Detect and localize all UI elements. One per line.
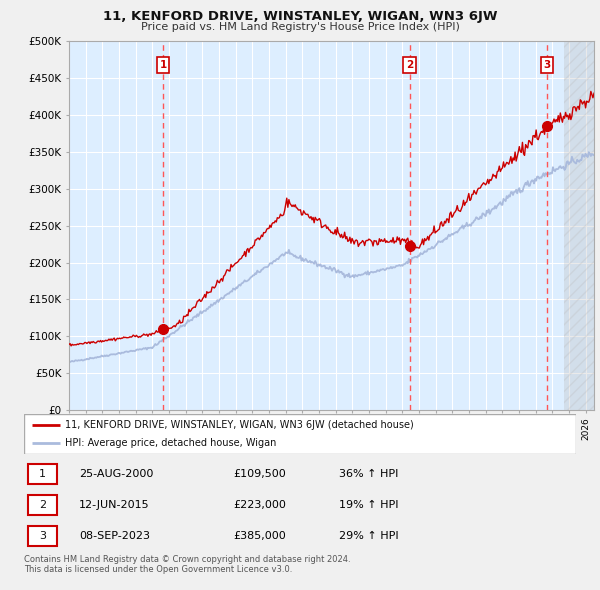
FancyBboxPatch shape	[28, 495, 57, 515]
Text: 12-JUN-2015: 12-JUN-2015	[79, 500, 150, 510]
Text: 3: 3	[544, 60, 551, 70]
Text: 2: 2	[39, 500, 46, 510]
Text: 25-AUG-2000: 25-AUG-2000	[79, 469, 154, 479]
Text: 2: 2	[406, 60, 413, 70]
Text: 08-SEP-2023: 08-SEP-2023	[79, 531, 150, 541]
Text: 29% ↑ HPI: 29% ↑ HPI	[338, 531, 398, 541]
Text: £223,000: £223,000	[234, 500, 287, 510]
Text: £109,500: £109,500	[234, 469, 287, 479]
Text: 1: 1	[160, 60, 167, 70]
Text: 1: 1	[39, 469, 46, 479]
Text: HPI: Average price, detached house, Wigan: HPI: Average price, detached house, Wiga…	[65, 438, 277, 448]
Text: 3: 3	[39, 531, 46, 541]
Text: 11, KENFORD DRIVE, WINSTANLEY, WIGAN, WN3 6JW (detached house): 11, KENFORD DRIVE, WINSTANLEY, WIGAN, WN…	[65, 420, 414, 430]
Text: Price paid vs. HM Land Registry's House Price Index (HPI): Price paid vs. HM Land Registry's House …	[140, 22, 460, 32]
Text: 36% ↑ HPI: 36% ↑ HPI	[338, 469, 398, 479]
Text: £385,000: £385,000	[234, 531, 287, 541]
FancyBboxPatch shape	[28, 464, 57, 484]
FancyBboxPatch shape	[28, 526, 57, 546]
Text: Contains HM Land Registry data © Crown copyright and database right 2024.
This d: Contains HM Land Registry data © Crown c…	[24, 555, 350, 574]
Text: 19% ↑ HPI: 19% ↑ HPI	[338, 500, 398, 510]
Text: 11, KENFORD DRIVE, WINSTANLEY, WIGAN, WN3 6JW: 11, KENFORD DRIVE, WINSTANLEY, WIGAN, WN…	[103, 10, 497, 23]
